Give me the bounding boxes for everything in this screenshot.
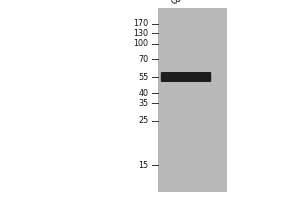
Text: 130: 130 — [134, 28, 148, 38]
Bar — [158, 8, 226, 192]
Text: 55: 55 — [138, 72, 148, 82]
Text: 15: 15 — [138, 160, 148, 170]
Text: 100: 100 — [134, 40, 148, 48]
Text: 293: 293 — [162, 0, 182, 7]
Text: 70: 70 — [138, 54, 148, 64]
Text: 25: 25 — [138, 116, 148, 125]
Text: 170: 170 — [134, 20, 148, 28]
Text: 40: 40 — [139, 88, 148, 98]
FancyBboxPatch shape — [161, 72, 211, 82]
Text: 35: 35 — [138, 99, 148, 108]
